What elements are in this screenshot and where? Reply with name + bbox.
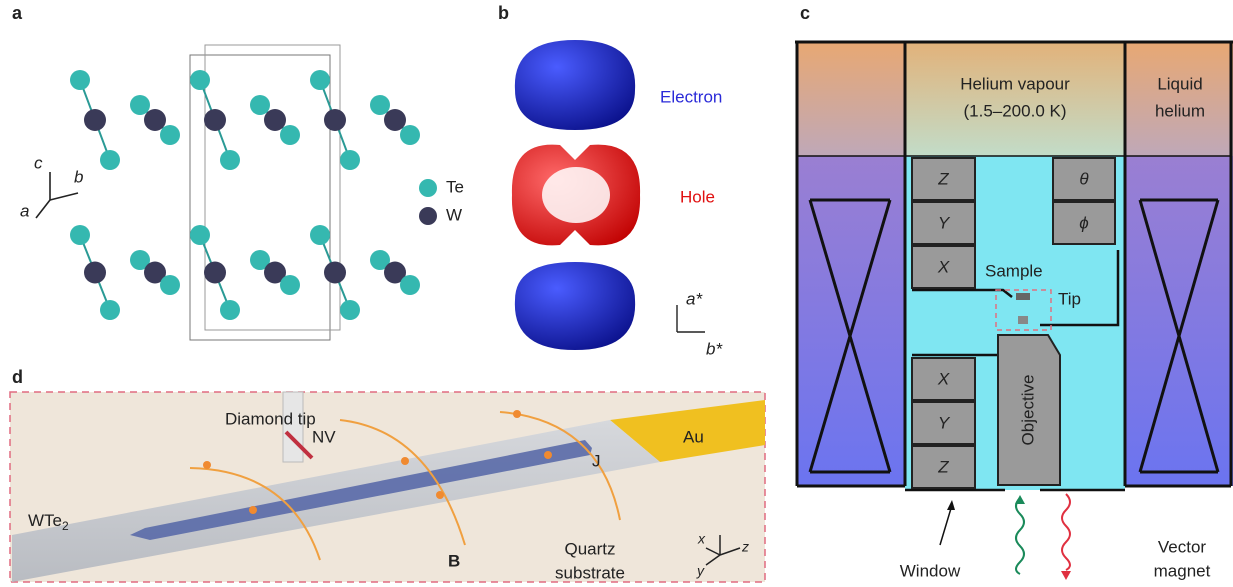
label: magnet [1154,561,1211,580]
atom-te [190,70,210,90]
atom-te [310,70,330,90]
stage-label: X [937,369,950,388]
material: WTe [28,511,62,530]
atom-w [204,262,226,284]
atom-te [100,150,120,170]
stage-label: X [937,257,950,276]
atom-te [340,300,360,320]
panel-label: a [12,3,23,23]
atom-te [250,95,270,115]
legend-swatch [419,207,437,225]
label: Vector [1158,537,1207,556]
stage-label: Y [938,213,951,232]
label: B [448,551,460,570]
legend-label: W [446,205,462,224]
axis-label: y [696,563,705,579]
panel-label: d [12,367,23,387]
atom-te [190,225,210,245]
label: Sample [985,261,1043,280]
atom-te [100,300,120,320]
label: helium [1155,101,1205,120]
label: Liquid [1157,74,1202,93]
panel-label: c [800,3,810,23]
crystal [70,45,420,340]
axis-label: c [34,153,43,172]
atom-te [220,300,240,320]
axis-label: x [697,531,706,547]
axes-a [36,172,78,218]
label-hole: Hole [680,187,715,206]
atom-te [70,225,90,245]
atom-te [310,225,330,245]
atom-te [280,275,300,295]
axis-label: a [20,201,29,220]
label: Quartz [564,539,615,558]
label: Diamond tip [225,409,316,428]
atom-te [370,95,390,115]
cryostat [795,42,1233,580]
atom-w [384,109,406,131]
fermi-surface [512,40,640,350]
atom-te [160,275,180,295]
axis-label: b [74,167,83,186]
atom-w [324,262,346,284]
atom-w [204,109,226,131]
atom-w [84,109,106,131]
figure: a b c d c b a Te W Electron Hole a* b* [0,0,1233,587]
axes-b [677,305,705,332]
subscript: 2 [62,519,69,533]
atom-te [160,125,180,145]
label-electron: Electron [660,87,722,106]
atom-te [130,95,150,115]
atom-w [324,109,346,131]
stage-label: Y [938,413,951,432]
label: Au [683,427,704,446]
atom-te [340,150,360,170]
label: Tip [1058,289,1081,308]
label: (1.5–200.0 K) [963,101,1066,120]
atom-te [400,125,420,145]
axis-label: z [741,539,749,555]
label: J [592,451,601,470]
atom-te [70,70,90,90]
axis-label: b* [706,339,723,358]
label: Helium vapour [960,74,1070,93]
stage-label: ϕ [1079,213,1088,232]
stage-label: Z [937,457,949,476]
label: NV [312,427,336,446]
atom-w [144,109,166,131]
atom-w [84,262,106,284]
label: Objective [1018,375,1037,446]
atom-te [280,125,300,145]
atom-te [220,150,240,170]
stage-label: Z [937,169,949,188]
axis-label: a* [686,289,703,308]
device [10,392,765,582]
atom-w [264,109,286,131]
panel-label: b [498,3,509,23]
label: Window [900,561,961,580]
legend-swatch [419,179,437,197]
legend-label: Te [446,177,464,196]
label: substrate [555,563,625,582]
stage-label: θ [1079,169,1089,188]
atom-te [400,275,420,295]
